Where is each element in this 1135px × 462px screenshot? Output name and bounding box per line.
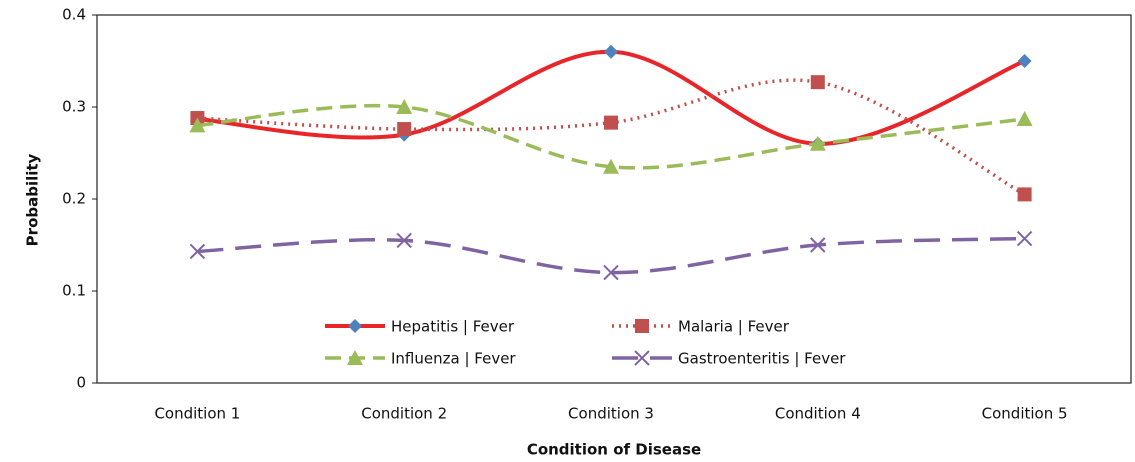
x-tick-label: Condition 1 [154,405,240,423]
y-tick-label: 0.3 [62,98,86,116]
series-line [197,103,1025,170]
series-line [197,49,1026,146]
marker [396,99,413,114]
y-tick-label: 0.2 [62,190,86,208]
marker [189,243,206,260]
marker [635,319,649,333]
x-tick-label: Condition 3 [568,405,654,423]
marker [1016,230,1033,247]
marker [348,319,362,333]
marker [1017,187,1032,202]
x-tick-label: Condition 2 [361,405,447,423]
marker [809,135,826,151]
legend-label: Gastroenteritis | Fever [678,350,846,368]
x-tick-label: Condition 4 [775,405,861,423]
marker [347,350,363,365]
legend-label: Malaria | Fever [678,318,790,336]
y-tick-label: 0.4 [62,6,86,24]
marker [1016,110,1033,126]
x-axis-title: Condition of Disease [527,441,701,459]
marker [397,122,412,137]
x-tick-label: Condition 5 [982,405,1068,423]
marker [189,117,206,133]
y-tick-label: 0 [76,374,86,392]
legend-label: Influenza | Fever [391,350,516,368]
plot-area [96,14,1132,384]
marker [634,350,650,366]
legend-label: Hepatitis | Fever [391,318,515,336]
marker [604,44,618,59]
marker [603,158,619,174]
marker [810,237,826,253]
y-tick-label: 0.1 [62,282,86,300]
marker [810,75,825,90]
marker [604,115,618,130]
marker [603,264,619,281]
marker [1017,54,1032,68]
marker [396,232,412,249]
y-axis-title: Probability [24,153,42,246]
series-line [197,236,1025,275]
